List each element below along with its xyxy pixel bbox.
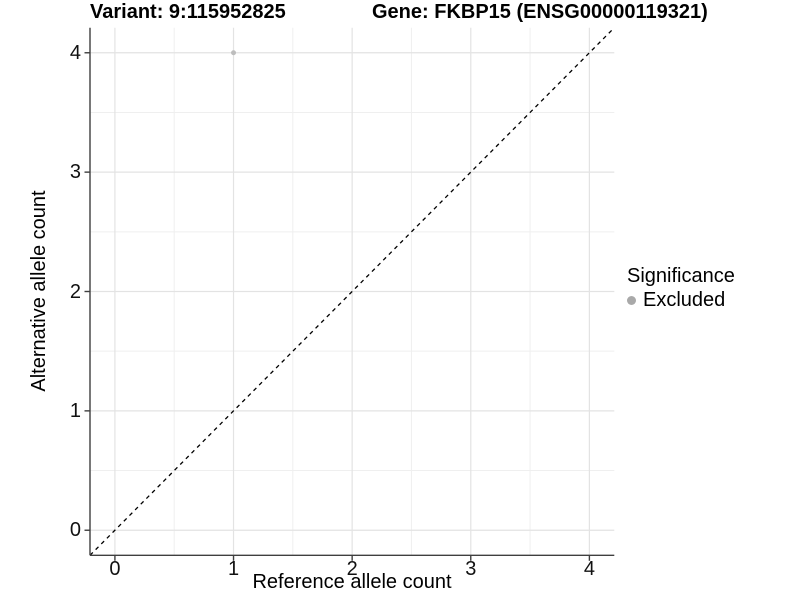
x-tick-label: 4 [583,558,595,580]
plot-title-gene: Gene: FKBP15 (ENSG00000119321) [372,1,708,23]
x-axis-title: Reference allele count [252,571,452,593]
legend-item-excluded: Excluded [627,289,735,312]
x-tick-label: 2 [346,558,358,580]
legend-item-label: Excluded [643,289,726,311]
plot-title-variant: Variant: 9:115952825 [90,1,286,23]
y-tick-label: 3 [69,161,81,184]
legend: Significance Excluded [627,265,735,312]
x-tick-label: 1 [227,558,240,580]
y-tick-label: 0 [69,519,81,542]
y-axis-title: Alternative allele count [28,190,50,392]
y-tick-label: 1 [69,399,81,422]
x-tick-label: 0 [109,558,121,580]
identity-dashed-line [89,27,615,556]
x-tick-label: 3 [465,558,477,580]
y-tick-label: 4 [69,41,81,64]
data-point [231,50,237,56]
legend-point-icon [627,296,636,305]
legend-title: Significance [627,265,735,287]
y-tick-label: 2 [69,280,81,303]
